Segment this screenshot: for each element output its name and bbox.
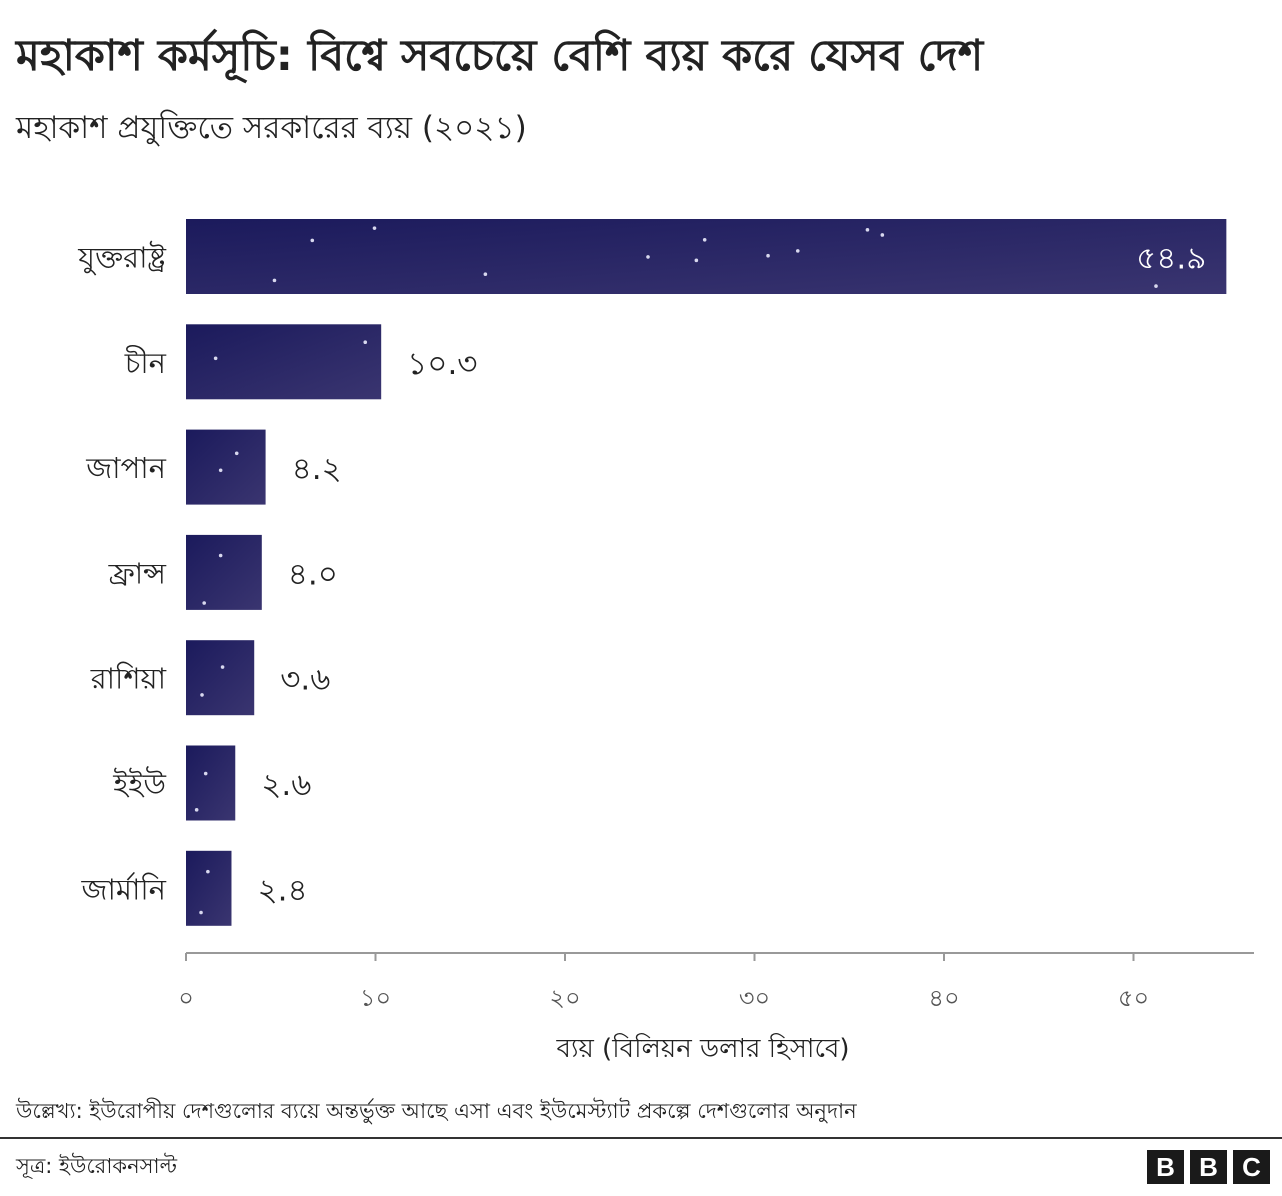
star-dot [372,226,377,230]
footer-divider [0,1137,1282,1139]
star-dot [363,340,368,345]
star-dot [766,253,770,258]
value-label: ২.৪ [257,872,307,908]
value-label: ৪.২ [292,451,342,487]
star-dot [795,249,800,253]
bar [186,429,266,505]
bars-group: যুক্তরাষ্ট্র ৫৪.৯ চীন ১০.৩ জাপান ৪.২ ফ্রান্স ৪.… [77,219,1227,926]
bar [186,534,262,610]
star-dot [206,869,210,874]
bbc-logo-letter: C [1233,1150,1270,1184]
star-dot [199,910,203,915]
x-axis: ০ ১০ ২০ ৩০ ৪০ ৫০ ব্যয় (বিলিয়ন ডলার হিসাবে) [178,952,1254,1064]
bar [186,219,1227,294]
category-label: চীন [124,345,167,380]
bbc-logo-letter: B [1147,1150,1184,1184]
category-label: জাপান [85,451,166,485]
star-dot [880,233,885,237]
x-tick-label: ০ [178,984,194,1012]
bar-chart: যুক্তরাষ্ট্র ৫৪.৯ চীন ১০.৩ জাপান ৪.২ ফ্রান্স ৪.… [77,219,1254,1064]
value-label: ৫৪.৯ [1136,241,1206,277]
bar [186,324,382,400]
star-dot [694,258,699,263]
bbc-logo-letter: B [1190,1150,1227,1184]
category-label: জার্মানি [81,872,167,906]
category-label: যুক্তরাষ্ট্র [77,241,166,276]
source-text: সূত্র: ইউরোকনসাল্ট [16,1154,178,1178]
value-label: ১০.৩ [407,346,477,382]
category-label: ইইউ [112,766,166,801]
star-dot [234,451,239,456]
star-dot [200,693,204,697]
x-tick-label: ৪০ [928,984,959,1012]
star-dot [483,272,488,277]
chart-title: মহাকাশ কর্মসূচি: বিশ্বে সবচেয়ে বেশি ব্য… [16,31,984,81]
bar [186,745,236,821]
star-dot [865,228,870,232]
star-dot [218,468,223,473]
category-label: ফ্রান্স [108,556,168,590]
x-tick-label: ৫০ [1118,984,1149,1012]
x-tick-label: ৩০ [739,984,770,1012]
star-dot [646,255,650,259]
star-dot [213,356,218,361]
star-dot [702,238,707,242]
star-dot [310,238,315,243]
star-dot [218,553,223,558]
star-dot [220,665,225,669]
x-axis-title: ব্যয় (বিলিয়ন ডলার হিসাবে) [555,1033,849,1064]
value-label: ৩.৬ [280,662,330,698]
bar [186,640,255,716]
x-tick-label: ১০ [360,984,391,1012]
star-dot [272,278,277,283]
footnote: উল্লেখ্য: ইউরোপীয় দেশগুলোর ব্যয়ে অন্তর… [16,1099,857,1123]
star-dot [1154,284,1158,288]
value-label: ৪.০ [288,556,338,592]
star-dot [202,601,206,605]
x-tick-label: ২০ [549,984,580,1012]
star-dot [203,771,208,776]
bar [186,850,232,926]
chart-subtitle: মহাকাশ প্রযুক্তিতে সরকারের ব্যয় (২০২১) [16,110,527,146]
value-label: ২.৬ [261,767,311,803]
bbc-logo: B B C [1147,1150,1270,1184]
star-dot [194,808,199,812]
category-label: রাশিয়া [90,662,167,696]
